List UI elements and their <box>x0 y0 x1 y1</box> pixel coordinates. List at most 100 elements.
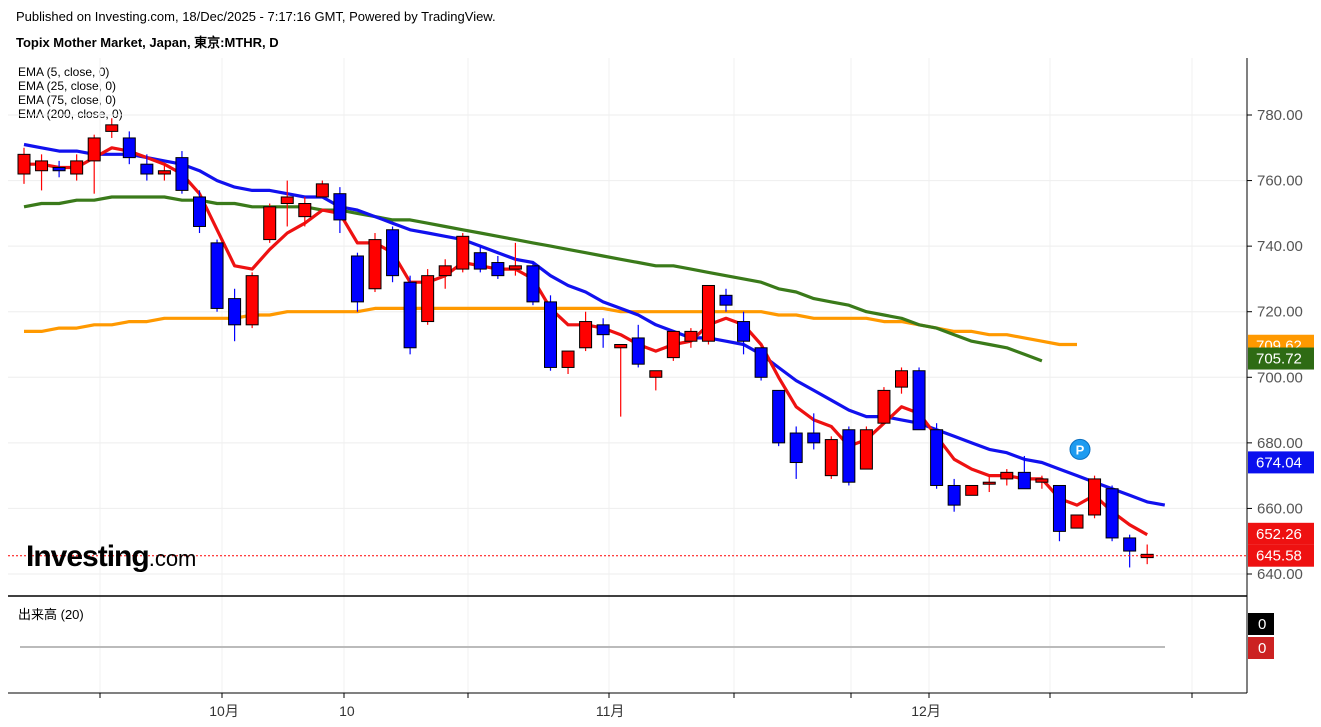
candle-body <box>824 439 838 477</box>
candle-body <box>140 163 154 175</box>
candle-body <box>1035 478 1049 483</box>
candle-body <box>1052 484 1066 532</box>
candle-body <box>561 350 575 368</box>
y-tick-label: 700.00 <box>1257 369 1303 386</box>
candle-body <box>228 298 242 326</box>
price-tag-label: 705.72 <box>1256 351 1302 368</box>
candle-body <box>315 183 329 198</box>
price-tag-bg <box>1248 451 1314 474</box>
candle-body <box>947 484 961 506</box>
price-tag-bg <box>1248 522 1314 545</box>
candle-body <box>456 235 470 270</box>
candle-body <box>105 124 119 132</box>
candle-body <box>1105 488 1119 539</box>
candle-body <box>263 206 277 241</box>
candle-body <box>17 153 31 175</box>
x-tick-label: 10月 <box>209 703 239 719</box>
candle-body <box>544 301 557 368</box>
candle-body <box>737 321 751 342</box>
x-tick-label: 12月 <box>911 703 941 719</box>
event-marker-label: P <box>1076 442 1085 457</box>
candle-body <box>596 324 610 336</box>
published-note: Published on Investing.com, 18/Dec/2025 … <box>16 9 496 24</box>
price-tag-label: 645.58 <box>1256 548 1302 565</box>
legend-ema200[interactable]: EMA (200, close, 0) <box>18 107 123 121</box>
y-tick-label: 720.00 <box>1257 304 1303 321</box>
candle-body <box>631 337 645 365</box>
overlay: P <box>8 438 1247 648</box>
candles <box>17 118 1154 568</box>
candle-body <box>1000 471 1014 480</box>
candle-body <box>1140 553 1154 559</box>
y-tick-label: 680.00 <box>1257 435 1303 452</box>
legend-ema5[interactable]: EMA (5, close, 0) <box>18 65 110 79</box>
candle-body <box>403 281 417 349</box>
candle-body <box>930 429 944 486</box>
logo-suffix: .com <box>148 546 197 571</box>
candle-body <box>473 252 487 270</box>
candle-body <box>1070 514 1084 529</box>
candle-body <box>157 170 171 175</box>
candle-body <box>298 203 312 218</box>
candle-body <box>1088 478 1102 516</box>
candle-body <box>982 481 996 485</box>
price-tag-bg <box>1248 544 1314 567</box>
volume-tag-upper: 0 <box>1258 616 1266 633</box>
candle-body <box>614 344 628 349</box>
candle-body <box>965 484 979 496</box>
investing-logo: Investing.com <box>26 540 196 574</box>
candle-body <box>193 196 206 227</box>
candle-body <box>719 294 733 306</box>
candle-body <box>52 166 66 172</box>
candle-body <box>368 239 382 290</box>
candle-body <box>421 275 435 323</box>
legend-ema75[interactable]: EMA (75, close, 0) <box>18 93 117 107</box>
y-tick-label: 760.00 <box>1257 173 1303 190</box>
volume-title: 出来高 (20) <box>18 607 84 622</box>
candle-body <box>754 347 768 378</box>
candle-body <box>895 370 908 388</box>
candle-body <box>807 432 821 444</box>
candle-body <box>772 389 786 444</box>
axes: 640.00 660.00 680.00 700.00 720.00 740.00 760.… <box>8 58 1303 719</box>
candle-body <box>579 321 593 349</box>
candle-body <box>35 160 49 172</box>
y-tick-label: 660.00 <box>1257 500 1303 517</box>
candle-body <box>438 265 452 277</box>
logo-main: Investing <box>26 540 150 573</box>
candle-body <box>684 330 698 342</box>
y-tick-label: 780.00 <box>1257 107 1303 124</box>
candle-body <box>386 229 400 277</box>
candle-body <box>666 330 680 359</box>
ema25-line <box>23 142 1166 507</box>
candle-body <box>210 242 224 309</box>
grid <box>8 58 1247 693</box>
candle-body <box>175 157 189 191</box>
candle-body <box>245 275 259 326</box>
candle-body <box>491 262 505 277</box>
candle-body <box>649 370 663 378</box>
x-tick-label: 10 <box>339 703 355 719</box>
candle-body <box>859 429 873 470</box>
volume-tag-upper-bg <box>1248 613 1274 635</box>
candle-body <box>87 137 101 162</box>
candle-body <box>350 255 364 303</box>
x-tick-label: 11月 <box>596 703 625 719</box>
candle-body <box>526 265 540 303</box>
candle-body <box>877 389 891 424</box>
candle-body <box>842 429 856 483</box>
candle-body <box>1123 537 1137 552</box>
event-marker <box>1069 438 1091 460</box>
candle-body <box>122 137 136 159</box>
candle-body <box>789 432 803 464</box>
candle-body <box>1017 471 1031 490</box>
legend-ema25[interactable]: EMA (25, close, 0) <box>18 79 117 93</box>
y-tick-label: 740.00 <box>1257 238 1303 255</box>
indicator-legend: EMA (5, close, 0) EMA (25, close, 0) EMA… <box>18 65 123 121</box>
candle-body <box>701 284 715 342</box>
candle-body <box>333 193 347 221</box>
y-tick-label: 640.00 <box>1257 566 1303 583</box>
candle-body <box>70 160 84 175</box>
